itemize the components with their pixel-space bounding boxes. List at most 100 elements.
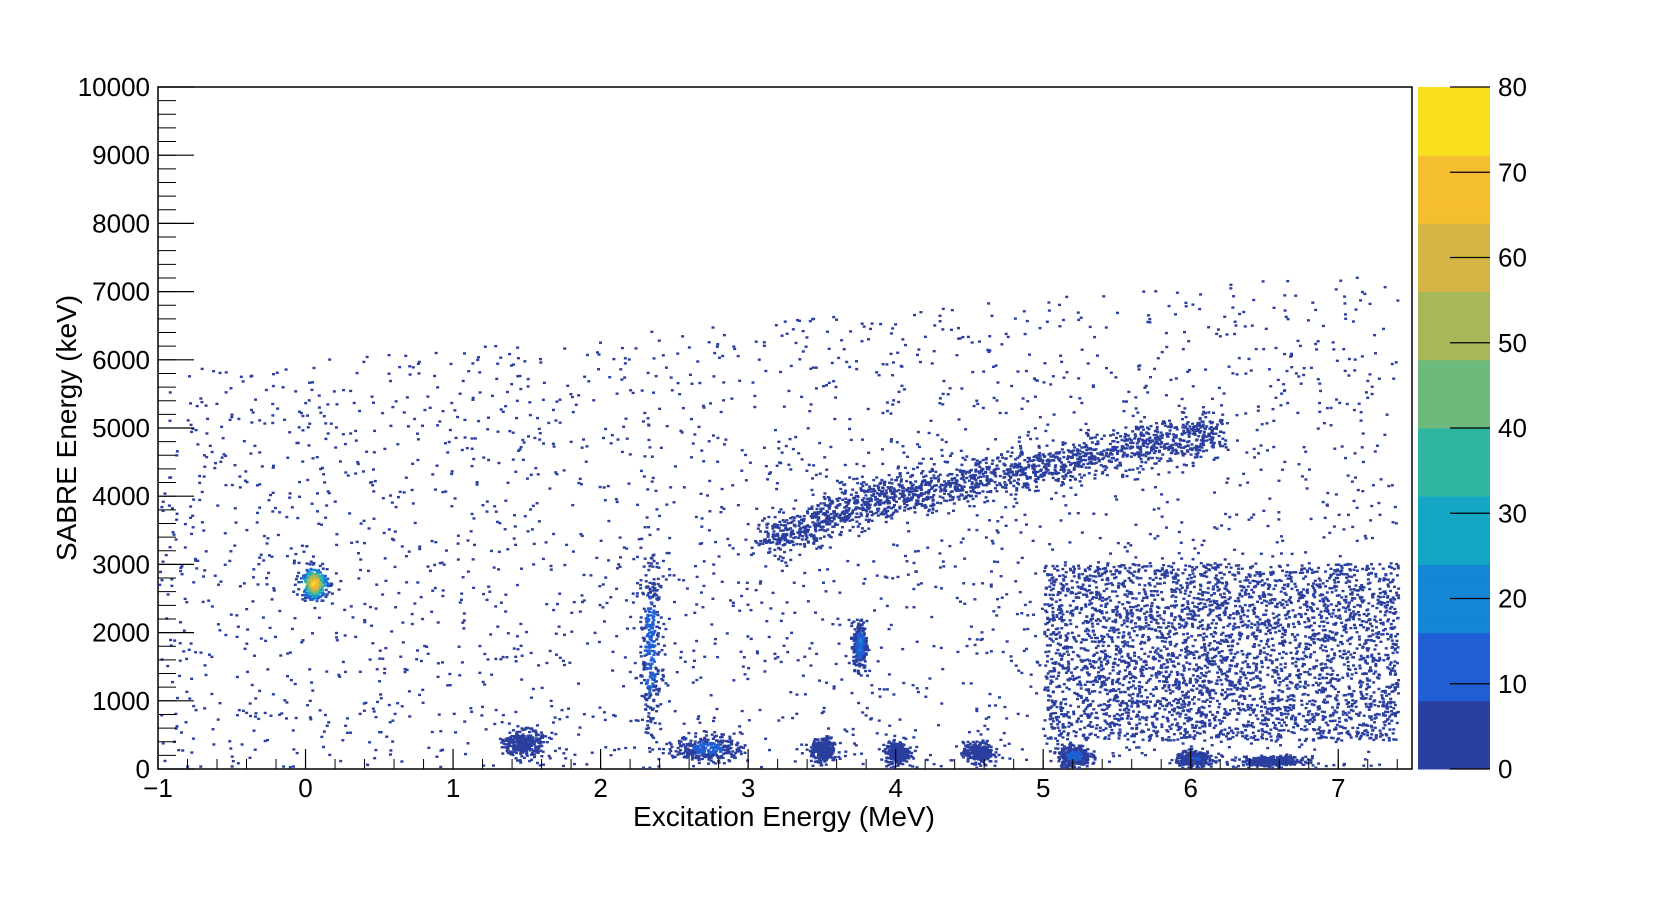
heatmap-cell [693, 611, 697, 614]
heatmap-cell [515, 399, 519, 403]
heatmap-cell [640, 537, 644, 541]
heatmap-cell [940, 454, 944, 457]
heatmap-cell [1115, 498, 1119, 501]
heatmap-cell [822, 535, 826, 538]
heatmap-cell [1182, 666, 1186, 670]
heatmap-cell [1209, 680, 1213, 684]
heatmap-cell [828, 504, 832, 507]
heatmap-cell [689, 456, 693, 459]
heatmap-cell [1060, 448, 1064, 451]
heatmap-cell [361, 470, 365, 473]
heatmap-cell [472, 517, 476, 520]
heatmap-cell [200, 400, 204, 404]
heatmap-cell [231, 759, 235, 763]
heatmap-cell [280, 712, 284, 715]
heatmap-cell [1317, 577, 1321, 580]
heatmap-cell [1081, 458, 1085, 462]
heatmap-cell [1007, 479, 1011, 482]
heatmap-cell [933, 489, 937, 493]
heatmap-cell [929, 479, 933, 483]
heatmap-cell [308, 699, 312, 703]
heatmap-cell [175, 725, 179, 728]
heatmap-cell [1116, 311, 1120, 315]
heatmap-cell [1296, 411, 1300, 415]
heatmap-cell [1154, 462, 1158, 465]
heatmap-cell [323, 481, 327, 484]
heatmap-cell [1395, 562, 1399, 566]
heatmap-cell [1141, 443, 1145, 446]
heatmap-cell [1275, 709, 1279, 712]
heatmap-cell [1127, 631, 1131, 635]
heatmap-cell [394, 505, 398, 509]
heatmap-cell [284, 717, 288, 720]
heatmap-cell [1127, 390, 1131, 394]
heatmap-cell [1154, 290, 1158, 293]
heatmap-cell [1222, 392, 1226, 395]
heatmap-cell [803, 571, 807, 575]
heatmap-cell [860, 340, 864, 343]
heatmap-cell [349, 389, 353, 393]
heatmap-cell [183, 597, 187, 601]
heatmap-cell [1201, 406, 1205, 409]
heatmap-cell [791, 328, 795, 331]
heatmap-cell [1392, 377, 1396, 380]
heatmap-cell [1290, 366, 1294, 369]
heatmap-cell [550, 731, 554, 735]
heatmap-cell [887, 505, 891, 509]
heatmap-cell [648, 750, 652, 753]
heatmap-cell [793, 516, 797, 519]
heatmap-cell [934, 470, 938, 473]
heatmap-cell [352, 401, 356, 405]
heatmap-cell [864, 518, 868, 522]
heatmap-cell [1178, 439, 1182, 442]
heatmap-cell [304, 401, 308, 405]
heatmap-cell [260, 465, 264, 468]
heatmap-cell [1326, 621, 1330, 625]
heatmap-cell [1066, 456, 1070, 459]
heatmap-cell [730, 397, 734, 400]
heatmap-cell [1183, 330, 1187, 334]
heatmap-cell [781, 529, 785, 532]
heatmap-cell [845, 730, 849, 733]
heatmap-cell [895, 476, 899, 479]
heatmap-cell [782, 644, 786, 647]
heatmap-cell [258, 451, 262, 454]
heatmap-cell [180, 565, 184, 568]
heatmap-cell [302, 550, 306, 553]
heatmap-cell [807, 463, 811, 467]
heatmap-cell [1093, 458, 1097, 461]
heatmap-cell [1377, 501, 1381, 505]
heatmap-cell [885, 576, 889, 579]
heatmap-cell [782, 405, 786, 408]
heatmap-cell [1156, 534, 1160, 538]
heatmap-cell [554, 419, 558, 422]
heatmap-cell [1335, 699, 1339, 702]
heatmap-cell [1227, 634, 1231, 637]
heatmap-cell [784, 538, 788, 542]
heatmap-cell [1129, 544, 1133, 547]
heatmap-cell [702, 560, 706, 563]
heatmap-cell [1083, 659, 1087, 662]
heatmap-cell [1277, 733, 1281, 736]
heatmap-cell [1327, 731, 1331, 734]
heatmap-cell [1364, 639, 1368, 642]
heatmap-cell [1206, 591, 1210, 595]
heatmap-cell [889, 412, 893, 415]
heatmap-cell [1256, 580, 1260, 584]
heatmap-cell [782, 511, 786, 514]
heatmap-cell [990, 462, 994, 465]
heatmap-cell [389, 494, 393, 497]
heatmap-cell [804, 526, 808, 529]
heatmap-cell [768, 550, 772, 553]
heatmap-cell [450, 470, 454, 473]
heatmap-cell [893, 489, 897, 493]
heatmap-cell [987, 302, 991, 305]
heatmap-cell [223, 532, 227, 535]
heatmap-cell [1093, 456, 1097, 459]
heatmap-cell [784, 526, 788, 529]
heatmap-cell [1310, 571, 1314, 574]
heatmap-cell [732, 679, 736, 682]
heatmap-cell [1109, 626, 1113, 629]
heatmap-cell [418, 547, 422, 551]
heatmap-cell [168, 419, 172, 422]
